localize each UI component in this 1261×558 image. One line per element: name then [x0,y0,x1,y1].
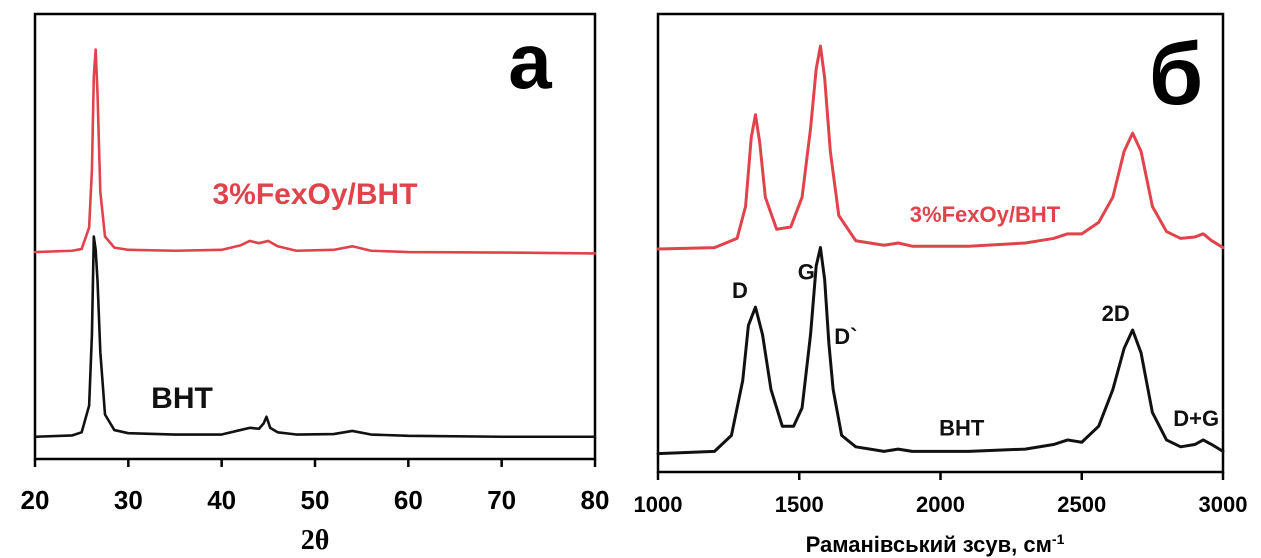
panel-a-series [33,48,597,439]
panel-b-x-axis-title-main: Раманівський зсув, см [806,532,1052,557]
panel-b-x-tick-label: 2500 [1057,492,1106,517]
panel-a: 20 30 40 50 60 70 80 2θ а 3%FexOy/ВНТ ВНТ [21,12,610,556]
panel-a-x-tick-label: 60 [394,485,423,515]
panel-b-x-tick-label: 1500 [775,492,824,517]
panel-b-x-tick-label: 3000 [1199,492,1248,517]
panel-b-series-line-pristine [656,246,1225,456]
panel-a-x-tick-label: 50 [301,485,330,515]
panel-a-label-modified: 3%FexOy/ВНТ [212,178,417,211]
panel-b-peak-label: 2D [1102,301,1130,326]
panel-b-label-modified: 3%FexOy/ВНТ [910,202,1061,227]
panel-b-letter: б [1149,24,1203,123]
panel-a-x-tick-label: 20 [21,485,50,515]
panel-a-x-tick-labels: 20 30 40 50 60 70 80 [21,485,610,515]
panel-a-label-pristine: ВНТ [151,382,213,415]
panel-a-x-ticks [33,459,597,467]
panel-b-x-axis-title-sup: -1 [1052,531,1065,547]
panel-a-x-tick-label: 80 [581,485,610,515]
panel-a-x-tick-label: 70 [487,485,516,515]
panel-b-x-axis-title: Раманівський зсув, см-1 [806,531,1065,557]
panel-b: 1000 1500 2000 2500 3000 Раманівський зсув, … [634,12,1248,557]
panel-b-x-tick-label: 1000 [634,492,683,517]
panel-b-peak-label: G [798,260,815,285]
panel-b-x-tick-labels: 1000 1500 2000 2500 3000 [634,492,1248,517]
panel-a-x-tick-label: 30 [114,485,143,515]
panel-b-series-line-modified [656,44,1225,251]
panel-b-x-ticks [656,472,1225,480]
panel-a-x-axis-title: 2θ [301,525,330,556]
panel-b-peak-annotations: D G D` 2D D+G ВНТ [732,260,1219,441]
panel-b-series [656,44,1225,456]
panel-b-peak-label: ВНТ [939,415,985,440]
panel-a-series-line-modified [33,48,597,255]
panel-a-series-line-pristine [33,235,597,439]
panel-b-peak-label: D+G [1173,406,1219,431]
panel-a-x-tick-label: 40 [207,485,236,515]
panel-b-x-tick-label: 2000 [916,492,965,517]
panel-a-letter: а [508,17,552,105]
panel-b-frame [656,12,1225,474]
panel-b-peak-label: D` [834,324,857,349]
panel-b-peak-label: D [732,278,748,303]
